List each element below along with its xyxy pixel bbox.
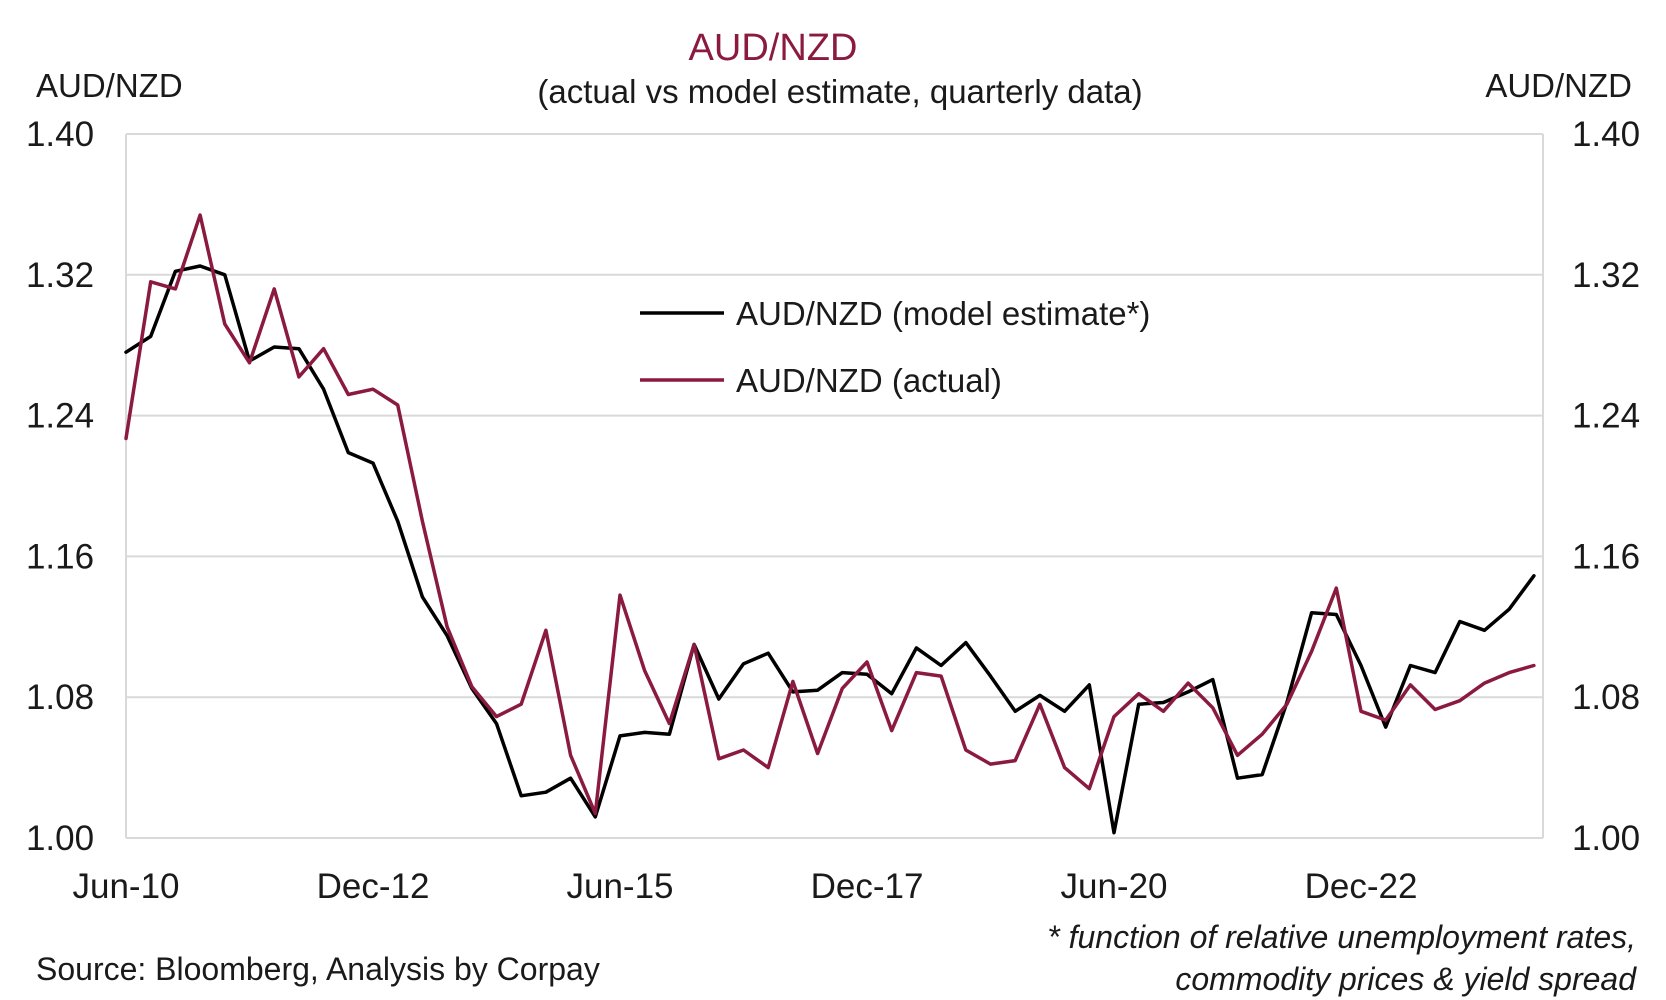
tick-labels: 1.00 1.00 1.08 1.08 1.16 1.16 1.24 1.24 1.32 1.32… <box>26 115 1640 906</box>
legend-label-model: AUD/NZD (model estimate*) <box>736 295 1150 332</box>
x-tick-label: Jun-15 <box>566 867 673 906</box>
y-tick-label-left: 1.16 <box>26 537 94 576</box>
x-tick-label: Dec-17 <box>811 867 924 906</box>
y-tick-label-left: 1.24 <box>26 397 94 436</box>
x-tick-label: Dec-12 <box>317 867 430 906</box>
chart: 1.00 1.00 1.08 1.08 1.16 1.16 1.24 1.24 1.32 1.32… <box>0 0 1666 1000</box>
legend: AUD/NZD (model estimate*) AUD/NZD (actua… <box>640 295 1150 399</box>
y-axis-label-left: AUD/NZD <box>36 67 183 104</box>
legend-label-actual: AUD/NZD (actual) <box>736 362 1002 399</box>
chart-subtitle: (actual vs model estimate, quarterly dat… <box>537 73 1142 110</box>
y-tick-label-left: 1.08 <box>26 678 94 717</box>
x-tick-label: Jun-20 <box>1060 867 1167 906</box>
series-line-model-estimate <box>126 266 1534 833</box>
footnote-line-1: * function of relative unemployment rate… <box>1047 919 1636 955</box>
chart-canvas: 1.00 1.00 1.08 1.08 1.16 1.16 1.24 1.24 1.32 1.32… <box>0 0 1666 1000</box>
y-tick-label-left: 1.32 <box>26 256 94 295</box>
y-tick-label-right: 1.24 <box>1572 397 1640 436</box>
chart-title: AUD/NZD <box>689 27 858 69</box>
source-note: Source: Bloomberg, Analysis by Corpay <box>36 951 600 987</box>
x-tick-label: Jun-10 <box>72 867 179 906</box>
y-tick-label-right: 1.16 <box>1572 537 1640 576</box>
y-tick-label-right: 1.00 <box>1572 819 1640 858</box>
y-tick-label-left: 1.40 <box>26 115 94 154</box>
footnote-line-2: commodity prices & yield spread <box>1175 961 1637 997</box>
x-tick-label: Dec-22 <box>1305 867 1418 906</box>
y-tick-label-right: 1.40 <box>1572 115 1640 154</box>
y-axis-label-right: AUD/NZD <box>1485 67 1632 104</box>
y-tick-label-right: 1.32 <box>1572 256 1640 295</box>
gridlines <box>126 134 1543 838</box>
y-tick-label-left: 1.00 <box>26 819 94 858</box>
y-tick-label-right: 1.08 <box>1572 678 1640 717</box>
